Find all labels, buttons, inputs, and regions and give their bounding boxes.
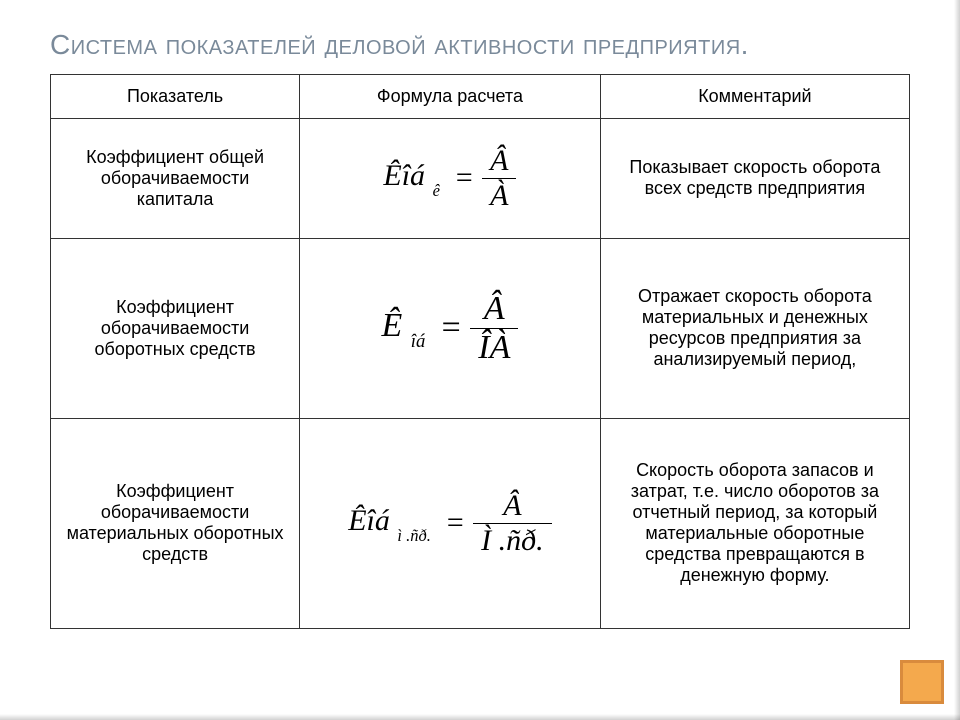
- denominator: ÎÀ: [470, 328, 518, 365]
- table-row: Коэффициент оборачиваемости оборотных ср…: [51, 238, 910, 418]
- formula-cell: Êîá ì .ñð. = Â Ì .ñð.: [300, 418, 601, 628]
- equals-sign: =: [445, 506, 465, 540]
- denominator: À: [482, 178, 516, 211]
- indicator-cell: Коэффициент оборачиваемости материальных…: [51, 418, 300, 628]
- shadow-bottom: [0, 714, 960, 720]
- col-header-indicator: Показатель: [51, 74, 300, 118]
- formula: Ê îá = Â ÎÀ: [381, 292, 518, 365]
- formula-lhs: Ê: [381, 307, 402, 344]
- equals-sign: =: [439, 309, 462, 347]
- formula-sub: ì .ñð.: [397, 526, 430, 545]
- comment-cell: Показывает скорость оборота всех средств…: [600, 118, 909, 238]
- fraction: Â À: [482, 146, 516, 211]
- col-header-formula: Формула расчета: [300, 74, 601, 118]
- formula: Êîá ì .ñð. = Â Ì .ñð.: [348, 491, 551, 556]
- table-row: Коэффициент общей оборачиваемости капита…: [51, 118, 910, 238]
- formula-cell: Ê îá = Â ÎÀ: [300, 238, 601, 418]
- formula: Êîá ê = Â À: [383, 146, 516, 211]
- col-header-comment: Комментарий: [600, 74, 909, 118]
- formula-cell: Êîá ê = Â À: [300, 118, 601, 238]
- denominator: Ì .ñð.: [473, 523, 552, 556]
- formula-sub: ê: [433, 181, 440, 200]
- formula-sub: îá: [411, 331, 426, 352]
- equals-sign: =: [454, 161, 474, 195]
- slide: Система показателей деловой активности п…: [0, 0, 960, 720]
- formula-lhs: Êîá: [383, 159, 425, 192]
- fraction: Â ÎÀ: [470, 292, 518, 365]
- numerator: Â: [476, 292, 513, 328]
- numerator: Â: [495, 491, 529, 523]
- indicator-cell: Коэффициент общей оборачиваемости капита…: [51, 118, 300, 238]
- fraction: Â Ì .ñð.: [473, 491, 552, 556]
- numerator: Â: [482, 146, 516, 178]
- table-header-row: Показатель Формула расчета Комментарий: [51, 74, 910, 118]
- indicators-table: Показатель Формула расчета Комментарий К…: [50, 74, 910, 629]
- shadow-right: [954, 0, 960, 720]
- indicator-cell: Коэффициент оборачиваемости оборотных ср…: [51, 238, 300, 418]
- table-row: Коэффициент оборачиваемости материальных…: [51, 418, 910, 628]
- comment-cell: Отражает скорость оборота материальных и…: [600, 238, 909, 418]
- page-title: Система показателей деловой активности п…: [50, 28, 910, 62]
- comment-cell: Скорость оборота запасов и затрат, т.е. …: [600, 418, 909, 628]
- formula-lhs: Êîá: [348, 504, 390, 537]
- accent-square-icon: [900, 660, 944, 704]
